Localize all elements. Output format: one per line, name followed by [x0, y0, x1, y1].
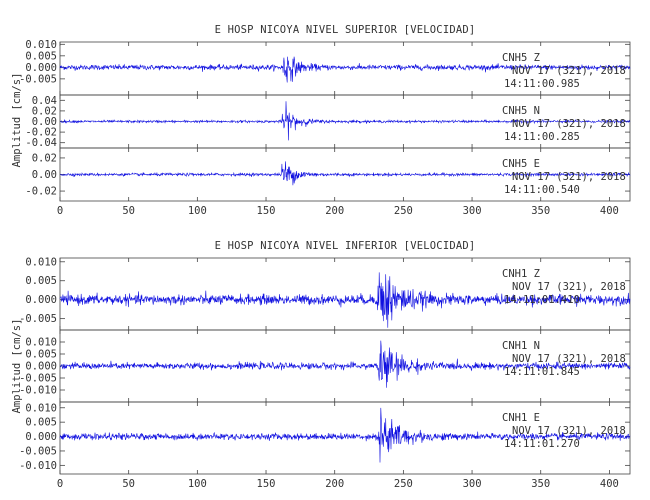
y-tick-label: 0.010 — [25, 337, 57, 349]
station-label: CNH5 Z — [502, 52, 540, 64]
station-label: CNH5 E — [502, 158, 540, 170]
x-tick-label: 150 — [257, 205, 276, 217]
y-tick-label: 0.000 — [25, 62, 57, 74]
x-tick-label: 0 — [57, 205, 63, 217]
x-tick-label: 350 — [531, 205, 550, 217]
time-label: 14:11:00.285 — [504, 131, 580, 143]
y-tick-label: -0.005 — [19, 373, 57, 385]
y-tick-label: 0.00 — [32, 116, 57, 128]
panel-frame — [59, 401, 631, 475]
date-label: NOV 17 (321), 2018 — [512, 118, 626, 130]
y-tick-label: 0.005 — [25, 349, 57, 361]
title-inferior: E HOSP NICOYA NIVEL INFERIOR [VELOCIDAD] — [215, 240, 476, 252]
y-tick-label: -0.005 — [19, 73, 57, 85]
station-label: CNH1 N — [502, 340, 540, 352]
y-tick-label: 0.010 — [25, 402, 57, 414]
waveform-line — [59, 161, 631, 186]
x-tick-label: 400 — [600, 478, 619, 490]
x-axis-labels: 0 50 100 150 200 250 300 350 400 — [57, 205, 619, 217]
date-label: NOV 17 (321), 2018 — [512, 425, 626, 437]
y-tick-label: -0.02 — [25, 127, 57, 139]
date-label: NOV 17 (321), 2018 — [512, 353, 626, 365]
station-label: CNH5 N — [502, 105, 540, 117]
x-tick-label: 350 — [531, 478, 550, 490]
waveform-line — [59, 56, 631, 83]
y-tick-label: 0.010 — [25, 256, 57, 268]
waveform-line — [59, 272, 631, 328]
waveform-line — [59, 101, 631, 141]
y-tick-label: 0.000 — [25, 294, 57, 306]
y-tick-label: 0.04 — [32, 95, 57, 107]
x-tick-label: 200 — [325, 478, 344, 490]
y-tick-label: 0.000 — [25, 361, 57, 373]
date-label: NOV 17 (321), 2018 — [512, 171, 626, 183]
station-label: CNH1 E — [502, 412, 540, 424]
y-tick-label: 0.000 — [25, 431, 57, 443]
y-tick-label: 0.00 — [32, 169, 57, 181]
x-tick-label: 300 — [463, 478, 482, 490]
y-tick-label: 0.005 — [25, 417, 57, 429]
y-tick-label: -0.005 — [19, 445, 57, 457]
time-label: 14:11:01.270 — [504, 438, 580, 450]
time-label: 14:11:01.410 — [504, 294, 580, 306]
date-label: NOV 17 (321), 2018 — [512, 65, 626, 77]
station-label: CNH1 Z — [502, 268, 540, 280]
waveform-line — [59, 340, 631, 388]
x-tick-label: 0 — [57, 478, 63, 490]
time-label: 14:11:00.540 — [504, 184, 580, 196]
y-tick-label: -0.010 — [19, 460, 57, 472]
title-superior: E HOSP NICOYA NIVEL SUPERIOR [VELOCIDAD] — [215, 24, 476, 36]
time-label: 14:11:01.845 — [504, 366, 580, 378]
y-tick-label: -0.02 — [25, 186, 57, 198]
x-tick-label: 50 — [122, 205, 135, 217]
y-tick-label: 0.010 — [25, 39, 57, 51]
x-tick-label: 50 — [122, 478, 135, 490]
waveform-line — [59, 407, 631, 463]
x-tick-label: 250 — [394, 205, 413, 217]
y-tick-label: -0.04 — [25, 137, 57, 149]
y-tick-label: 0.005 — [25, 50, 57, 62]
x-tick-label: 100 — [188, 205, 207, 217]
y-tick-label: 0.02 — [32, 105, 57, 117]
ylabel-inferior: Amplitud [cm/s] — [11, 319, 23, 414]
ylabel-superior: Amplitud [cm/s] — [11, 73, 23, 168]
x-tick-label: 100 — [188, 478, 207, 490]
x-tick-label: 150 — [257, 478, 276, 490]
x-tick-label: 300 — [463, 205, 482, 217]
date-label: NOV 17 (321), 2018 — [512, 281, 626, 293]
y-tick-label: 0.005 — [25, 275, 57, 287]
x-tick-label: 200 — [325, 205, 344, 217]
time-label: 14:11:00.985 — [504, 78, 580, 90]
y-tick-label: -0.005 — [19, 313, 57, 325]
y-tick-label: -0.010 — [19, 385, 57, 397]
x-axis-labels: 0 50 100 150 200 250 300 350 400 — [57, 478, 619, 490]
x-tick-label: 250 — [394, 478, 413, 490]
x-tick-label: 400 — [600, 205, 619, 217]
y-tick-label: 0.02 — [32, 152, 57, 164]
